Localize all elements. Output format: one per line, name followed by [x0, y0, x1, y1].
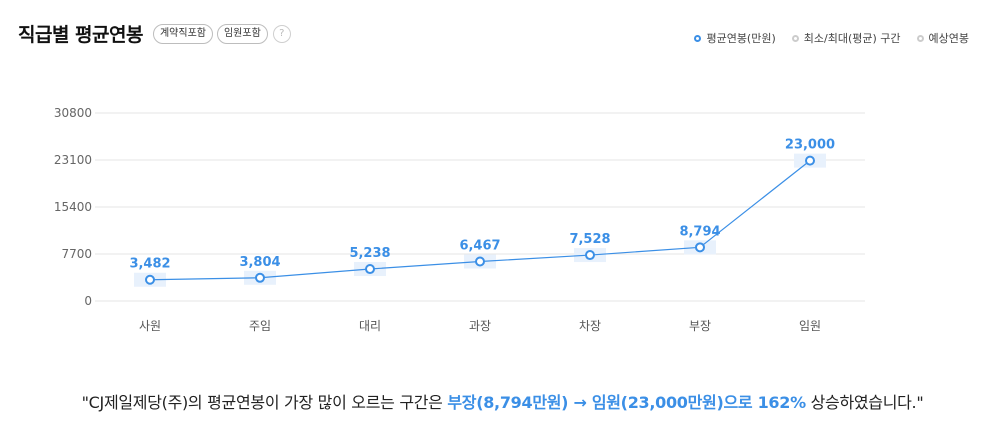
x-tick-label: 과장: [469, 319, 491, 333]
legend: 평균연봉(만원) 최소/최대(평균) 구간 예상연봉: [678, 30, 969, 46]
badge-contract: 계약직포함: [152, 23, 213, 44]
data-label: 3,804: [239, 255, 280, 270]
legend-expected-icon: [916, 34, 924, 42]
x-tick-label: 사원: [139, 319, 161, 333]
x-tick-label: 차장: [579, 319, 601, 333]
data-label: 6,467: [459, 239, 500, 254]
legend-expected-label: 예상연봉: [928, 32, 969, 45]
data-label: 7,528: [569, 232, 610, 247]
help-icon[interactable]: ?: [272, 24, 291, 43]
salary-line-chart: 0 7700 15400 23100 30800 사원 주임 대리 과장 차장 부장 임원 3,482…: [54, 106, 865, 333]
x-tick-label: 대리: [359, 319, 381, 333]
summary-text: "CJ제일제당(주)의 평균연봉이 가장 많이 오르는 구간은 부장(8,794…: [0, 389, 1005, 413]
data-point[interactable]: [365, 264, 375, 275]
legend-item-expected[interactable]: 예상연봉: [916, 30, 969, 46]
data-label: 23,000: [785, 138, 835, 153]
y-tick-label: 30800: [54, 106, 92, 120]
summary-highlight: 부장(8,794만원) → 임원(23,000만원)으로 162%: [447, 393, 806, 412]
data-label: 5,238: [349, 246, 390, 261]
data-point[interactable]: [805, 155, 815, 166]
x-tick-label: 부장: [689, 319, 711, 333]
data-point[interactable]: [585, 250, 595, 261]
data-point[interactable]: [475, 256, 485, 267]
chart-title: 직급별 평균연봉: [18, 24, 143, 46]
legend-item-range[interactable]: 최소/최대(평균) 구간: [791, 30, 901, 46]
legend-range-icon: [791, 34, 799, 42]
badge-executive: 임원포함: [216, 23, 268, 44]
summary-prefix: "CJ제일제당(주)의 평균연봉이 가장 많이 오르는 구간은: [81, 393, 448, 412]
legend-average-icon: [694, 34, 702, 42]
y-tick-label: 0: [84, 294, 92, 308]
data-point[interactable]: [145, 274, 155, 285]
x-tick-label: 임원: [799, 319, 821, 333]
y-tick-label: 7700: [61, 247, 92, 261]
y-tick-label: 23100: [54, 153, 92, 167]
y-tick-label: 15400: [54, 200, 92, 214]
summary-suffix: 상승하였습니다.": [805, 393, 924, 412]
data-label: 3,482: [129, 257, 170, 272]
legend-range-label: 최소/최대(평균) 구간: [803, 32, 901, 45]
data-point[interactable]: [695, 242, 705, 253]
legend-average-label: 평균연봉(만원): [706, 32, 776, 45]
data-point[interactable]: [255, 272, 265, 283]
chart-header: 직급별 평균연봉 계약직포함 임원포함 ?: [18, 20, 291, 47]
legend-item-average[interactable]: 평균연봉(만원): [694, 30, 776, 46]
x-tick-label: 주임: [249, 319, 271, 333]
data-label: 8,794: [679, 224, 720, 239]
